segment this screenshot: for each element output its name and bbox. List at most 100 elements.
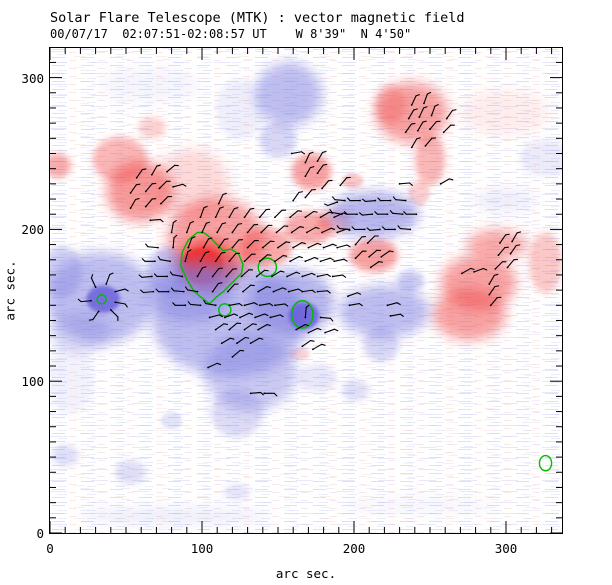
field-vector [461, 267, 475, 275]
field-vector [290, 226, 304, 234]
field-vector [354, 250, 367, 260]
field-vector [138, 274, 153, 278]
field-vector [322, 243, 337, 249]
polarity-blob [255, 62, 323, 127]
field-vector [351, 226, 366, 231]
field-vector [332, 196, 346, 202]
field-vector [275, 225, 289, 234]
field-vector [231, 223, 243, 234]
field-vector [201, 221, 211, 234]
field-vector [392, 196, 407, 202]
field-vector [258, 208, 271, 219]
y-tick-label: 200 [21, 222, 44, 238]
field-vector [403, 211, 418, 216]
field-vector [145, 243, 159, 249]
field-vector [185, 220, 195, 234]
field-vector [321, 227, 336, 234]
field-vector [374, 211, 389, 216]
field-vector [354, 236, 367, 246]
strong-field-contour [179, 231, 244, 305]
field-vector [231, 239, 243, 249]
polarity-blob [341, 379, 370, 401]
field-vector [172, 183, 187, 188]
field-vector [220, 337, 235, 345]
field-vector [207, 362, 222, 369]
polarity-blob [86, 285, 120, 313]
polarity-blob [50, 312, 111, 353]
polarity-blob [328, 191, 420, 237]
field-vector [277, 241, 291, 249]
field-vector [254, 313, 269, 319]
polarity-blob [458, 89, 551, 136]
field-vector [269, 314, 284, 319]
field-vector [109, 308, 119, 322]
field-vector [211, 282, 223, 293]
field-vector [324, 328, 339, 334]
field-vector [473, 267, 488, 273]
field-vector [304, 151, 314, 164]
polarity-blob [50, 344, 95, 415]
polarity-blob [115, 460, 146, 485]
field-vector [246, 239, 259, 249]
polarity-blob [78, 507, 271, 526]
field-vector [319, 211, 334, 219]
field-vector [418, 106, 428, 118]
field-vector [424, 137, 437, 147]
x-tick-label: 200 [342, 541, 366, 556]
field-vector [295, 324, 309, 331]
field-vector [211, 267, 223, 278]
field-vector [346, 197, 361, 202]
field-vector [140, 289, 155, 294]
field-vector [358, 212, 374, 216]
field-vector [199, 205, 208, 219]
field-vector [362, 198, 377, 202]
polarity-blob [472, 188, 537, 213]
field-vector [289, 210, 302, 219]
field-vector [292, 242, 306, 249]
field-vector [255, 269, 269, 278]
field-vector [202, 237, 213, 249]
field-vector [499, 233, 510, 244]
field-vector [336, 244, 351, 249]
field-vector [208, 314, 223, 319]
polarity-blob [466, 229, 528, 260]
field-vector [187, 236, 196, 249]
field-vector [509, 244, 521, 255]
y-tick-label: 100 [21, 374, 44, 390]
field-vector [430, 104, 439, 117]
field-vector [343, 211, 358, 216]
polarity-blob-layer [50, 62, 562, 526]
field-vector [217, 238, 229, 249]
field-vector [77, 298, 92, 303]
field-vector [187, 301, 202, 307]
polarity-blob [160, 411, 183, 430]
field-vector [286, 271, 301, 278]
polarity-blob [297, 364, 338, 392]
plot-title: Solar Flare Telescope (MTK) : vector mag… [50, 10, 465, 26]
field-vector [304, 210, 318, 219]
field-vector-layer [77, 91, 522, 397]
field-vector [144, 182, 157, 193]
field-vector [184, 249, 192, 263]
field-vector [316, 273, 331, 278]
field-vector [274, 209, 287, 219]
field-vector [228, 303, 243, 307]
field-vector [157, 256, 171, 263]
field-vector [223, 313, 239, 319]
polarity-blob [215, 79, 265, 140]
field-vector [333, 258, 348, 263]
field-vector [155, 288, 170, 293]
field-vector [423, 91, 432, 105]
strong-field-contour [290, 300, 314, 329]
field-vector [316, 290, 331, 294]
field-vector [377, 197, 392, 202]
polarity-blob [138, 117, 166, 139]
field-vector [489, 296, 502, 307]
field-vector [225, 268, 238, 278]
field-vector [236, 336, 250, 345]
field-vector [257, 286, 271, 293]
field-vector [114, 288, 129, 293]
polarity-blob [100, 66, 201, 104]
field-vector [105, 272, 114, 285]
field-vector [214, 251, 226, 263]
